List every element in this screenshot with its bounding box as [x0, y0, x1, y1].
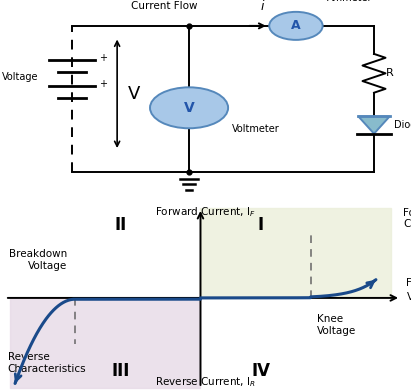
Text: R: R [386, 68, 394, 78]
Text: Reverse
Characteristics: Reverse Characteristics [7, 352, 86, 374]
Text: Current Flow: Current Flow [131, 1, 198, 11]
Text: Forward
Voltage, V$_F$: Forward Voltage, V$_F$ [406, 278, 411, 303]
Circle shape [150, 87, 228, 128]
Text: IV: IV [251, 362, 270, 380]
Text: Forward
Characteristics: Forward Characteristics [404, 208, 411, 229]
Text: V: V [127, 85, 140, 103]
Text: Ammeter: Ammeter [327, 0, 372, 3]
Text: I: I [258, 216, 264, 234]
Text: +: + [99, 53, 106, 63]
Bar [10, 298, 201, 388]
Text: Reverse Current, I$_R$: Reverse Current, I$_R$ [155, 375, 256, 389]
Text: Voltage: Voltage [2, 71, 39, 82]
Text: III: III [111, 362, 129, 380]
Text: Diode: Diode [394, 120, 411, 130]
Text: V: V [184, 101, 194, 115]
Circle shape [269, 12, 323, 40]
Text: Voltmeter: Voltmeter [232, 124, 280, 134]
Text: II: II [114, 216, 127, 234]
Text: A: A [291, 19, 301, 33]
Text: +: + [99, 79, 106, 89]
Text: Breakdown
Voltage: Breakdown Voltage [9, 249, 68, 271]
Polygon shape [358, 116, 390, 134]
Text: Knee
Voltage: Knee Voltage [317, 314, 356, 336]
Bar [201, 208, 391, 298]
Text: Forward Current, I$_F$: Forward Current, I$_F$ [155, 205, 256, 219]
Text: i: i [261, 0, 265, 13]
